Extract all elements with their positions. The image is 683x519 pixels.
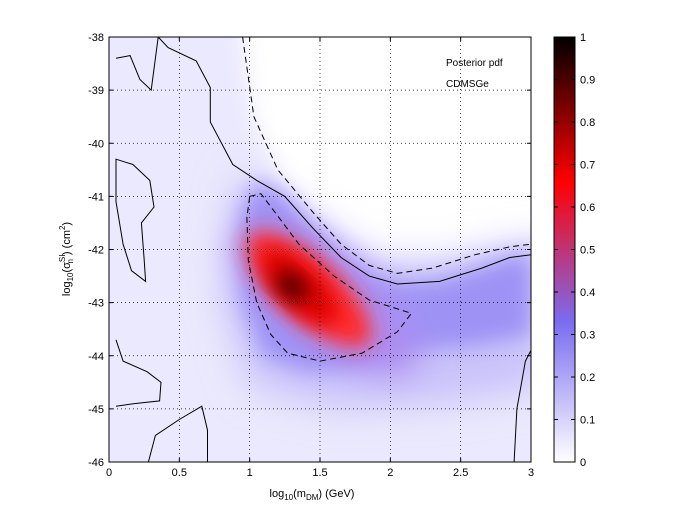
contour-solid-left-mid [115,158,155,283]
heatmap-layer [221,37,531,409]
x-axis: 0 0.5 1 1.5 2 2.5 3 [106,37,534,479]
contour-solid-bottom [147,405,208,462]
posterior-peak [276,272,308,302]
x-axis-label: log10(mDM) (GeV) [270,488,355,502]
y-tick-label: -45 [88,404,104,416]
x-tick-label: 1 [247,467,253,479]
contour-dashed-outer [242,37,531,274]
contour-solid-outer [157,37,531,285]
x-tick-label: 0 [106,467,112,479]
colorbar-tick-label: 0.4 [580,287,595,299]
y-tick-label: -42 [88,245,104,257]
colorbar-tick-label: 0 [580,457,586,469]
colorbar-tick-label: 0.1 [580,415,595,427]
x-tick-label: 2 [387,467,393,479]
x-tick-label: 0.5 [172,467,187,479]
y-tick-label: -44 [88,351,104,363]
y-tick-label: -39 [88,85,104,97]
excluded-region [242,37,531,274]
y-axis-label: log10(σSIn) (cm2) [58,222,75,296]
y-tick-label: -40 [88,138,104,150]
y-tick-label: -46 [88,457,104,469]
contour-solid-left-low [115,339,162,407]
y-tick-label: -43 [88,298,104,310]
colorbar-tick-label: 0.9 [580,75,595,87]
colorbar-tick-label: 0.3 [580,330,595,342]
colorbar-tick-label: 1 [580,32,586,44]
y-axis: -38 -39 -40 -41 -42 -43 -44 -45 -46 [88,32,531,469]
colorbar-tick-label: 0.8 [580,117,595,129]
contour-solid-left-top [115,37,159,92]
colorbar-tick-label: 0.7 [580,160,595,172]
colorbar-tick-label: 0.5 [580,245,595,257]
legend-entry-posterior: Posterior pdf [446,58,503,69]
colorbar-tick-label: 0.2 [580,372,595,384]
y-tick-label: -41 [88,191,104,203]
grid-lines [109,37,531,462]
x-tick-label: 3 [528,467,534,479]
y-tick-label: -38 [88,32,104,44]
contour-dashed-inner [246,193,413,362]
x-tick-label: 1.5 [312,467,327,479]
colorbar-tick-label: 0.6 [580,202,595,214]
x-tick-label: 2.5 [453,467,468,479]
colorbar-axis: 0 0.1 0.2 0.3 0.4 0.5 0.6 0.7 0.8 0.9 1 [554,32,595,469]
legend-entry-experiment: CDMSGe [446,79,489,90]
